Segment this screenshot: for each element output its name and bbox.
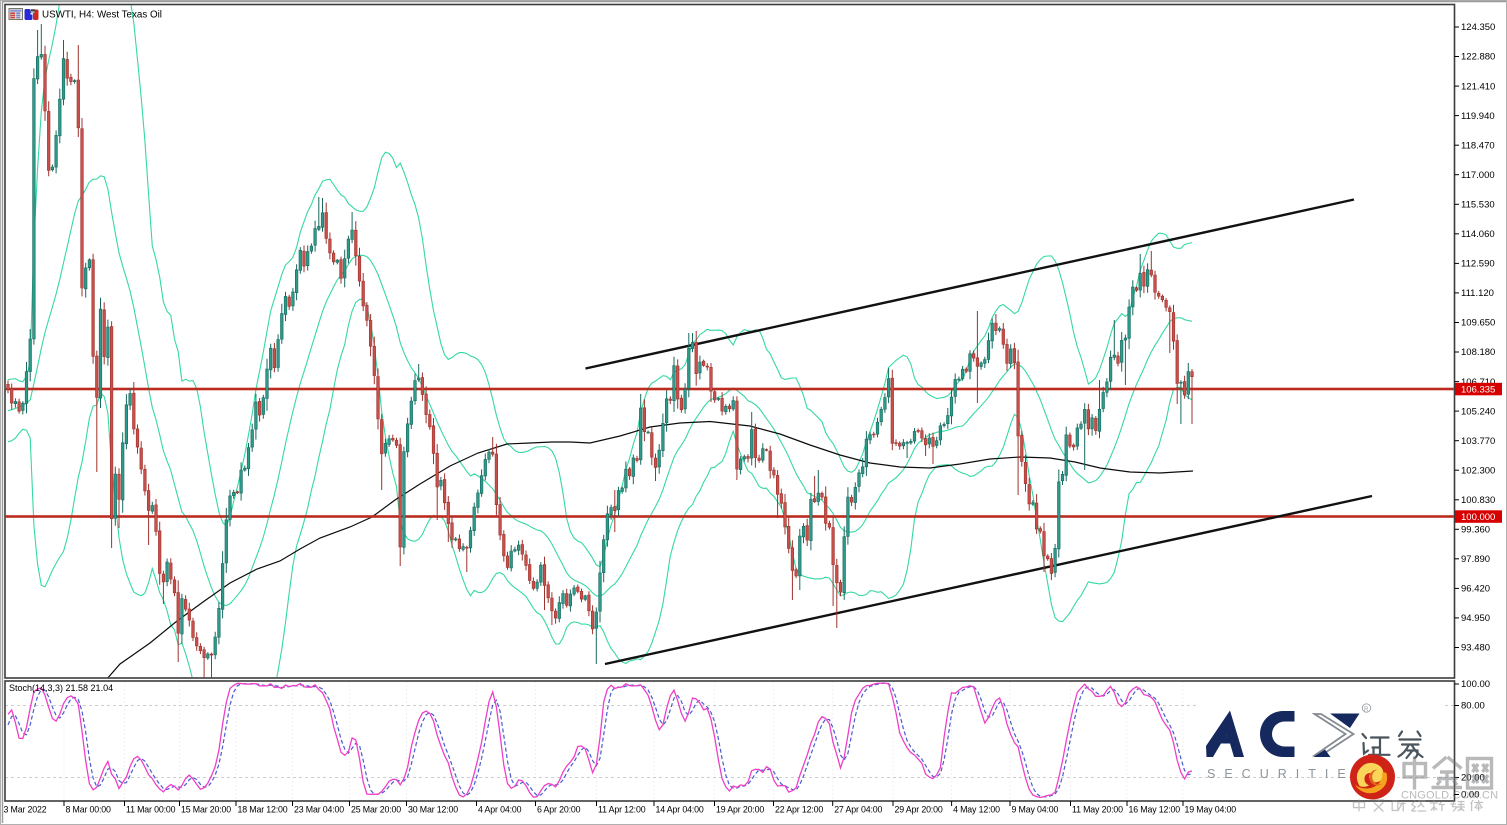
svg-text:4 Apr 04:00: 4 Apr 04:00 [478,805,522,815]
svg-text:102.300: 102.300 [1461,465,1495,476]
svg-text:96.420: 96.420 [1461,584,1490,595]
svg-text:117.000: 117.000 [1461,170,1495,181]
svg-text:106.710: 106.710 [1461,377,1495,388]
svg-text:100.830: 100.830 [1461,495,1495,506]
svg-text:6 Apr 20:00: 6 Apr 20:00 [537,805,581,815]
svg-text:108.180: 108.180 [1461,347,1495,358]
svg-text:94.950: 94.950 [1461,613,1490,624]
svg-text:30 Mar 12:00: 30 Mar 12:00 [408,805,458,815]
svg-text:R: R [1364,707,1369,713]
svg-text:100.000: 100.000 [1461,512,1495,523]
svg-text:0.00: 0.00 [1461,790,1480,801]
svg-text:124.350: 124.350 [1461,22,1495,33]
svg-text:29 Apr 20:00: 29 Apr 20:00 [895,805,943,815]
svg-text:Stoch(14,3,3) 21.58 21.04: Stoch(14,3,3) 21.58 21.04 [9,683,113,693]
svg-text:19 May 04:00: 19 May 04:00 [1185,805,1237,815]
svg-text:11 Mar 00:00: 11 Mar 00:00 [126,805,176,815]
svg-text:27 Apr 04:00: 27 Apr 04:00 [834,805,882,815]
svg-text:11 May 20:00: 11 May 20:00 [1072,805,1123,815]
svg-text:97.890: 97.890 [1461,554,1490,565]
svg-text:122.880: 122.880 [1461,52,1495,63]
svg-text:115.530: 115.530 [1461,200,1495,211]
svg-text:19 Apr 20:00: 19 Apr 20:00 [716,805,764,815]
svg-text:9 May 04:00: 9 May 04:00 [1012,805,1059,815]
svg-text:16 May 12:00: 16 May 12:00 [1129,805,1181,815]
svg-text:CNGOLD.COM.CN: CNGOLD.COM.CN [1401,790,1498,802]
svg-text:109.650: 109.650 [1461,318,1495,329]
svg-text:USWTI, H4: West Texas Oil: USWTI, H4: West Texas Oil [42,10,162,21]
svg-text:93.480: 93.480 [1461,643,1490,654]
svg-text:11 Apr 12:00: 11 Apr 12:00 [598,805,646,815]
svg-text:119.940: 119.940 [1461,111,1495,122]
svg-text:100.00: 100.00 [1461,679,1490,690]
svg-text:80.00: 80.00 [1461,701,1485,712]
svg-text:25 Mar 20:00: 25 Mar 20:00 [351,805,401,815]
svg-text:15 Mar 20:00: 15 Mar 20:00 [181,805,231,815]
svg-text:103.770: 103.770 [1461,436,1495,447]
svg-text:22 Apr 12:00: 22 Apr 12:00 [775,805,823,815]
svg-text:114.060: 114.060 [1461,229,1495,240]
svg-text:4 May 12:00: 4 May 12:00 [953,805,1000,815]
svg-text:106.335: 106.335 [1461,384,1495,395]
svg-text:112.590: 112.590 [1461,259,1495,270]
svg-text:3 Mar 2022: 3 Mar 2022 [4,805,47,815]
svg-text:8 Mar 00:00: 8 Mar 00:00 [66,805,112,815]
svg-text:121.410: 121.410 [1461,81,1495,92]
svg-text:105.240: 105.240 [1461,406,1495,417]
svg-text:23 Mar 04:00: 23 Mar 04:00 [294,805,344,815]
svg-text:111.120: 111.120 [1461,288,1494,299]
svg-text:SECURITIES: SECURITIES [1207,767,1372,781]
svg-text:99.360: 99.360 [1461,525,1490,536]
svg-text:118.470: 118.470 [1461,140,1495,151]
svg-text:14 Apr 04:00: 14 Apr 04:00 [656,805,704,815]
svg-text:18 Mar 12:00: 18 Mar 12:00 [238,805,288,815]
